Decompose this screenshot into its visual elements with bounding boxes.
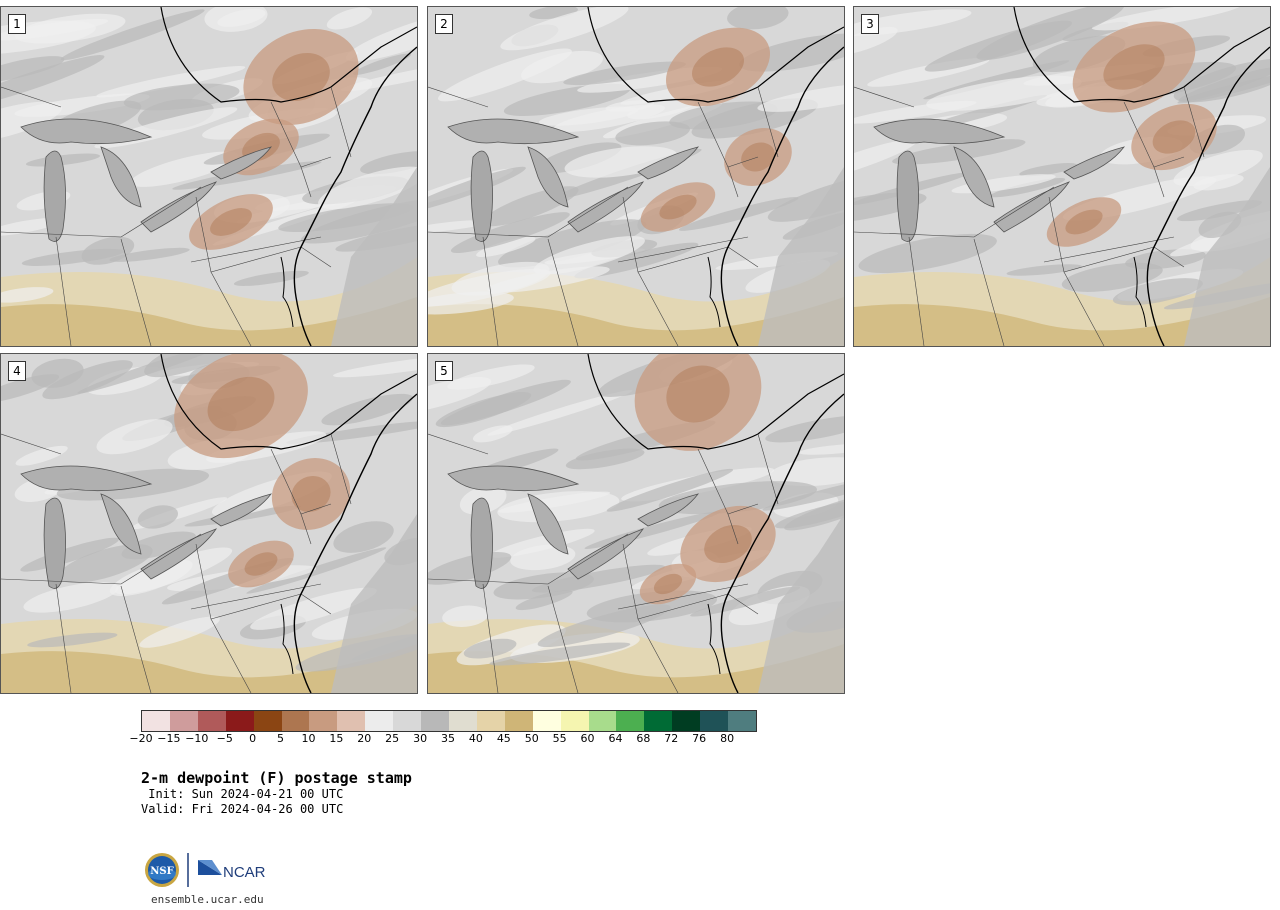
panel-label: 4 [8,361,26,381]
colorbar-tick-label: 35 [441,732,455,745]
colorbar-swatch [504,711,533,731]
colorbar-tick-label: 80 [720,732,735,745]
colorbar-swatch [309,711,338,731]
colorbar-swatch [337,711,366,731]
panel-label: 1 [8,14,26,34]
map-panel-2: 2 [427,6,845,347]
valid-time: Valid: Fri 2024-04-26 00 UTC [141,802,344,816]
map-panel-5: 5 [427,353,845,694]
colorbar-swatch [728,711,756,731]
map-1 [1,7,417,346]
colorbar-swatch [169,711,198,731]
colorbar-swatch [532,711,561,731]
panel-label: 5 [435,361,453,381]
nsf-ncar-logo: NSF NCAR [145,853,266,887]
colorbar-tick-label: 76 [692,732,707,745]
colorbar-tick-label: 64 [608,732,623,745]
colorbar-swatch [421,711,449,731]
colorbar-swatch [365,711,394,731]
colorbar-tick-label: 30 [413,732,428,745]
colorbar-ticks: −20 −15 −10 −5 0 5 10 15 20 25 30 35 40 45 50 55 60 64 68 7… [129,732,755,748]
colorbar-tick-label: −10 [185,732,209,745]
colorbar-tick-label: 0 [249,732,257,745]
map-3 [854,7,1270,346]
chart-title: 2-m dewpoint (F) postage stamp [141,769,412,787]
ncar-logo-text: NCAR [223,864,266,881]
colorbar-tick-label: 15 [329,732,344,745]
colorbar-tick-label: 45 [496,732,511,745]
colorbar-tick-label: −5 [216,732,233,745]
colorbar [141,710,757,732]
colorbar-tick-label: 20 [357,732,372,745]
map-5 [428,354,844,693]
colorbar-tick-label: 72 [664,732,679,745]
colorbar-swatch [281,711,310,731]
colorbar-tick-label: 5 [277,732,285,745]
colorbar-swatch [644,711,673,731]
colorbar-swatch [588,711,617,731]
colorbar-tick-label: 55 [552,732,567,745]
colorbar-tick-label: 68 [636,732,651,745]
nsf-logo-text: NSF [150,866,173,877]
colorbar-tick-label: 40 [468,732,483,745]
panel-label: 3 [861,14,879,34]
init-time: Init: Sun 2024-04-21 00 UTC [141,787,344,801]
panel-label: 2 [435,14,453,34]
colorbar-swatch [672,711,701,731]
map-panel-1: 1 [0,6,418,347]
colorbar-swatch [142,711,170,731]
colorbar-tick-label: 10 [301,732,316,745]
colorbar-swatch [393,711,422,731]
colorbar-tick-label: −20 [129,732,153,745]
map-panel-4: 4 [0,353,418,694]
colorbar-swatch [253,711,282,731]
colorbar-swatch [225,711,254,731]
colorbar-swatch [700,711,729,731]
map-panel-3: 3 [853,6,1271,347]
colorbar-swatch [616,711,645,731]
colorbar-tick-label: 50 [524,732,539,745]
colorbar-swatch [476,711,505,731]
colorbar-swatch [197,711,226,731]
colorbar-tick-label: 25 [385,732,400,745]
map-2 [428,7,844,346]
site-url: ensemble.ucar.edu [151,893,264,906]
colorbar-tick-label: −15 [157,732,181,745]
map-4 [1,354,417,693]
colorbar-swatch [448,711,477,731]
colorbar-swatch [560,711,589,731]
colorbar-tick-label: 60 [580,732,595,745]
